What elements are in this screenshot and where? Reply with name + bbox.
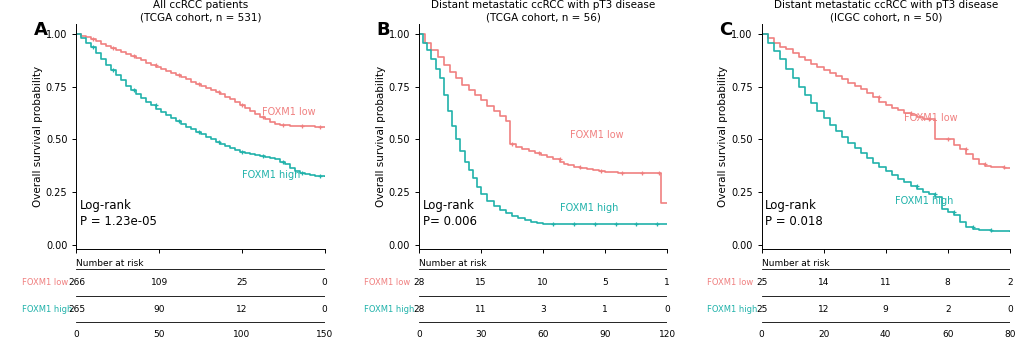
Text: 0: 0 [73,330,79,337]
Text: 0: 0 [322,278,327,287]
Text: 11: 11 [879,278,891,287]
Text: 28: 28 [413,305,424,314]
Text: FOXM1 high: FOXM1 high [559,203,618,213]
Text: FOXM1 low: FOXM1 low [21,278,68,287]
Text: 2: 2 [1006,278,1012,287]
Text: 60: 60 [537,330,548,337]
Title: Distant metastatic ccRCC with pT3 disease
(ICGC cohort, n = 50): Distant metastatic ccRCC with pT3 diseas… [772,0,997,23]
Text: 25: 25 [755,278,766,287]
Text: 25: 25 [236,278,248,287]
Text: FOXM1 low: FOXM1 low [364,278,411,287]
Text: A: A [35,21,48,39]
Text: 12: 12 [236,305,248,314]
Text: FOXM1 low: FOXM1 low [262,107,315,117]
Text: 109: 109 [151,278,168,287]
Text: 50: 50 [153,330,165,337]
Text: Log-rank
P= 0.006: Log-rank P= 0.006 [423,199,477,228]
Text: 265: 265 [68,305,85,314]
Text: Number at risk: Number at risk [419,258,486,268]
Text: 40: 40 [879,330,891,337]
Text: 15: 15 [475,278,486,287]
Text: 266: 266 [68,278,85,287]
Text: FOXM1 low: FOXM1 low [706,278,752,287]
Text: 0: 0 [758,330,763,337]
Text: 9: 9 [882,305,888,314]
Text: 90: 90 [599,330,610,337]
Text: 0: 0 [416,330,422,337]
Text: 100: 100 [233,330,251,337]
Text: 20: 20 [817,330,828,337]
Text: FOXM1 high: FOXM1 high [21,305,72,314]
Text: FOXM1 low: FOXM1 low [904,114,957,123]
Text: 0: 0 [322,305,327,314]
Y-axis label: Overall survival probability: Overall survival probability [33,66,43,207]
Text: 0: 0 [663,305,669,314]
Text: 12: 12 [817,305,828,314]
Text: 28: 28 [413,278,424,287]
Y-axis label: Overall survival probability: Overall survival probability [717,66,728,207]
Text: 150: 150 [316,330,333,337]
Text: 3: 3 [540,305,545,314]
Text: Log-rank
P = 1.23e-05: Log-rank P = 1.23e-05 [79,199,157,228]
Text: Number at risk: Number at risk [76,258,144,268]
Text: FOXM1 high: FOXM1 high [894,195,953,206]
Text: 5: 5 [602,278,607,287]
Text: 2: 2 [944,305,950,314]
Text: 10: 10 [537,278,548,287]
Text: FOXM1 high: FOXM1 high [364,305,415,314]
Y-axis label: Overall survival probability: Overall survival probability [375,66,385,207]
Text: 0: 0 [1006,305,1012,314]
Title: Distant metastatic ccRCC with pT3 disease
(TCGA cohort, n = 56): Distant metastatic ccRCC with pT3 diseas… [431,0,654,23]
Text: 30: 30 [475,330,486,337]
Text: Log-rank
P = 0.018: Log-rank P = 0.018 [764,199,821,228]
Text: 25: 25 [755,305,766,314]
Text: C: C [718,21,732,39]
Text: Number at risk: Number at risk [761,258,828,268]
Text: 60: 60 [942,330,953,337]
Text: 120: 120 [658,330,676,337]
Text: FOXM1 high: FOXM1 high [242,170,300,180]
Text: B: B [376,21,390,39]
Text: 90: 90 [153,305,165,314]
Text: 14: 14 [817,278,828,287]
Title: All ccRCC patients
(TCGA cohort, n = 531): All ccRCC patients (TCGA cohort, n = 531… [140,0,261,23]
Text: FOXM1 high: FOXM1 high [706,305,756,314]
Text: 1: 1 [663,278,669,287]
Text: 80: 80 [1003,330,1015,337]
Text: 1: 1 [602,305,607,314]
Text: 8: 8 [944,278,950,287]
Text: 11: 11 [475,305,486,314]
Text: FOXM1 low: FOXM1 low [570,130,623,140]
